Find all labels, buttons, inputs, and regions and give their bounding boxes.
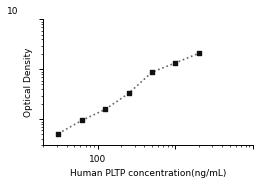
Y-axis label: Optical Density: Optical Density xyxy=(24,48,33,117)
Point xyxy=(80,119,84,122)
Point xyxy=(197,52,201,55)
Point xyxy=(126,92,131,95)
X-axis label: Human PLTP concentration(ng/mL): Human PLTP concentration(ng/mL) xyxy=(70,169,226,178)
Point xyxy=(150,71,154,74)
Point xyxy=(103,108,107,111)
Point xyxy=(173,61,177,64)
Text: 10: 10 xyxy=(7,7,18,16)
Point xyxy=(56,132,61,135)
